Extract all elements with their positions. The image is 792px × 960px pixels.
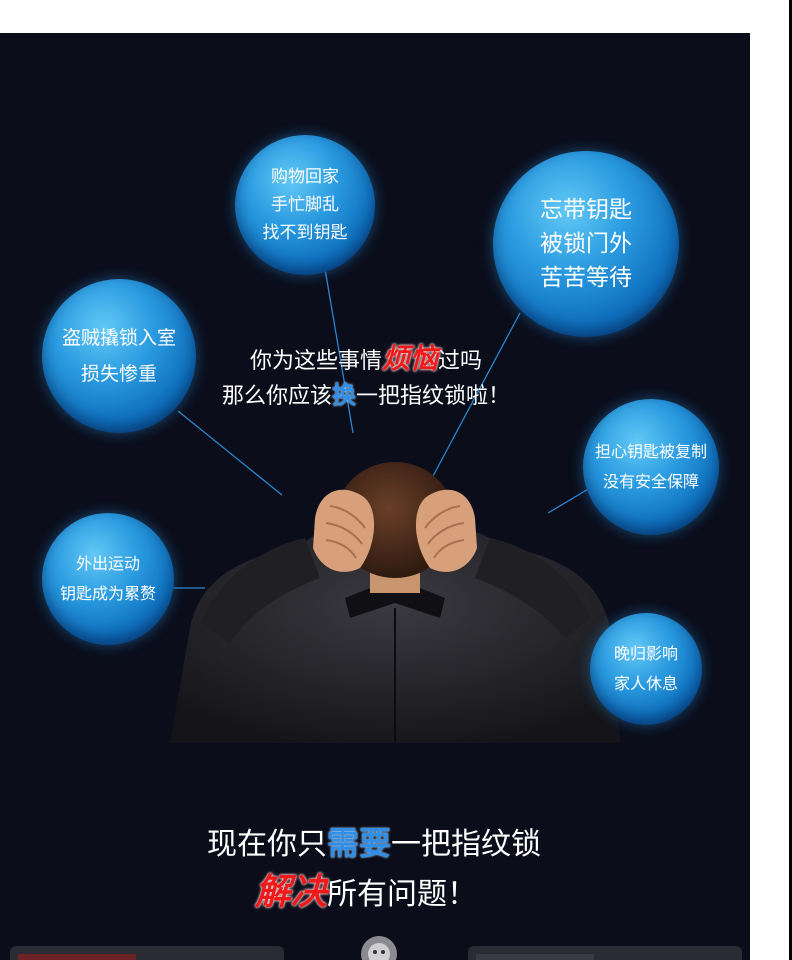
- headline-question: 你为这些事情烦恼过吗: [250, 337, 482, 377]
- bubble-burglary: 盗贼撬锁入室 损失惨重: [42, 279, 196, 433]
- slogan-line-2: 解决所有问题！: [255, 863, 477, 915]
- slogan-text: 一把指纹锁: [391, 827, 542, 862]
- bubble-late-return: 晚归影响 家人休息: [590, 613, 702, 725]
- bubble-text: 找不到钥匙: [262, 223, 348, 243]
- headline-text: 过吗: [438, 349, 483, 374]
- headline-text: 你为这些事情: [250, 349, 383, 374]
- bubble-text: 晚归影响: [613, 644, 678, 663]
- slogan-emphasis: 解决: [255, 872, 328, 913]
- connector-copied: [547, 487, 591, 514]
- bubble-shopping: 购物回家 手忙脚乱 找不到钥匙: [235, 135, 375, 275]
- product-thumbnail: [476, 954, 594, 960]
- bubble-text: 损失惨重: [80, 363, 157, 385]
- headline-suggestion: 那么你应该换一把指纹锁啦！: [222, 375, 510, 410]
- headline-emphasis: 烦恼: [382, 342, 439, 375]
- bubble-key-copied: 担心钥匙被复制 没有安全保障: [583, 399, 719, 535]
- slogan-text: 所有问题！: [327, 877, 478, 912]
- bubble-text: 担心钥匙被复制: [594, 442, 707, 461]
- headline-emphasis: 换: [332, 381, 357, 409]
- page-edge-line: [789, 0, 792, 960]
- bubble-text: 忘带钥匙: [540, 197, 632, 223]
- headline-text: 那么你应该: [222, 384, 333, 409]
- slogan-line-1: 现在你只需要一把指纹锁: [207, 818, 541, 864]
- connector-shopping: [324, 268, 354, 434]
- bubble-text: 没有安全保障: [602, 472, 699, 491]
- bubble-outdoor: 外出运动 钥匙成为累赘: [42, 513, 174, 645]
- bubble-text: 外出运动: [75, 554, 140, 573]
- bubble-text: 家人休息: [613, 674, 678, 693]
- product-thumbnail: [18, 954, 136, 960]
- bubble-text: 盗贼撬锁入室: [61, 327, 176, 349]
- lion-emblem-icon: [361, 936, 397, 960]
- product-card-left: [10, 946, 284, 960]
- connector-forgot: [431, 312, 521, 479]
- worried-man-illustration: [170, 462, 620, 743]
- bubble-text: 钥匙成为累赘: [59, 584, 156, 603]
- bubble-text: 苦苦等待: [540, 265, 632, 291]
- slogan-text: 现在你只: [207, 827, 327, 862]
- product-card-right: [468, 946, 742, 960]
- bubble-text: 购物回家: [271, 167, 339, 187]
- bubble-forgot-key: 忘带钥匙 被锁门外 苦苦等待: [493, 151, 679, 337]
- bubble-text: 被锁门外: [540, 231, 632, 257]
- promo-panel: 购物回家 手忙脚乱 找不到钥匙 忘带钥匙 被锁门外 苦苦等待 盗贼撬锁入室 损失…: [0, 33, 750, 960]
- slogan-emphasis: 需要: [327, 824, 392, 862]
- bubble-text: 手忙脚乱: [271, 195, 339, 215]
- headline-text: 一把指纹锁啦！: [356, 384, 511, 409]
- connector-burglary: [177, 410, 283, 496]
